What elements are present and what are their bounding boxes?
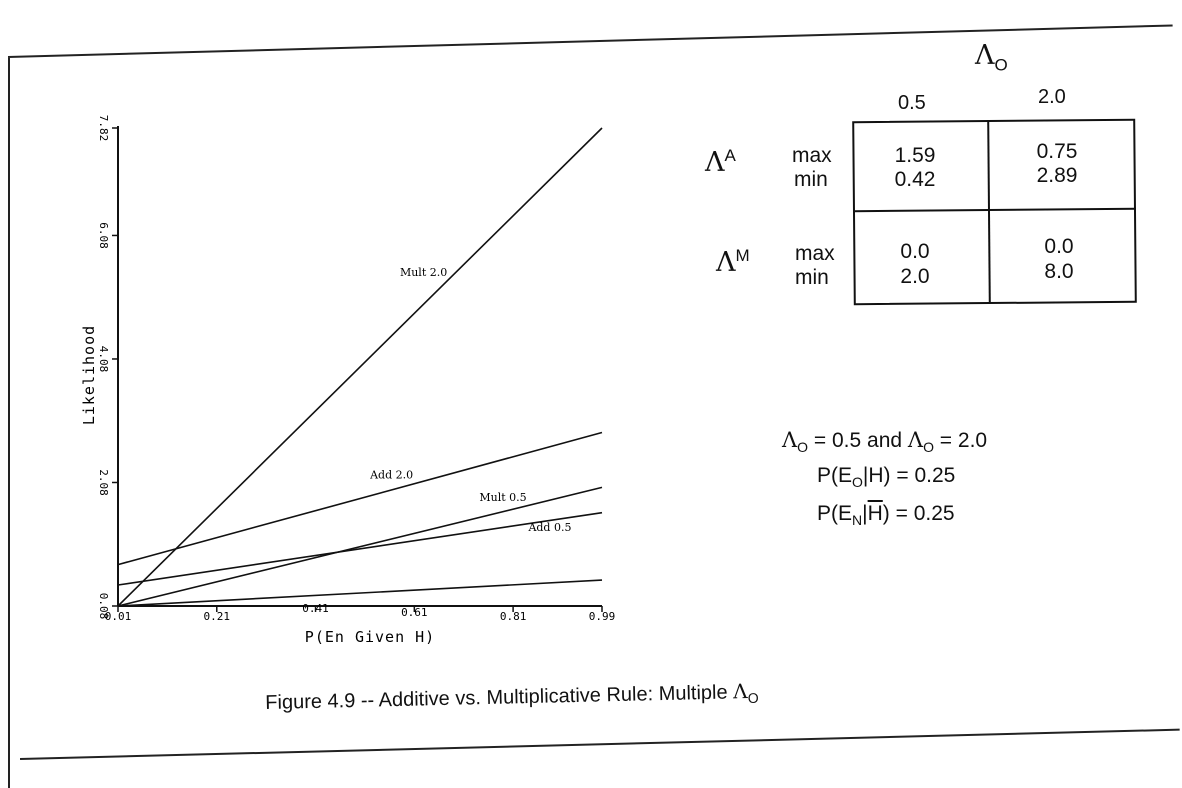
row-m-min-label: min xyxy=(795,266,829,289)
series-line xyxy=(117,127,603,607)
cell-m-0.5-max: 0.0 xyxy=(900,240,930,263)
table-top-header: ΛO xyxy=(975,40,1008,75)
cell-m-0.5-min: 2.0 xyxy=(900,265,930,288)
y-axis-title: Likelihood xyxy=(80,325,98,425)
y-tick-label: 4.08 xyxy=(97,346,110,373)
series-line xyxy=(117,486,603,607)
row-a-max-label: max xyxy=(792,144,832,167)
note-p-en-not-h: P(EN|H) = 0.25 xyxy=(817,502,955,529)
cell-a-0.5-max: 1.59 xyxy=(894,144,936,167)
y-tick-label: 0.08 xyxy=(97,593,110,620)
x-axis-title: P(En Given H) xyxy=(305,628,435,646)
lambda-a-symbol: ΛA xyxy=(705,146,736,178)
col-header-2.0: 2.0 xyxy=(1038,86,1066,108)
cell-a-2.0-min: 2.89 xyxy=(1036,164,1078,187)
x-tick-label: 0.01 xyxy=(105,610,132,623)
note-p-eo-h: P(EO|H) = 0.25 xyxy=(817,464,956,491)
y-tick-label: 2.08 xyxy=(97,469,110,496)
chart-axes: 0.01 0.21 0.41 0.61 0.81 0.99 0.08 2.08 4.08 6.08… xyxy=(80,115,615,646)
series-label: Add 2.0 xyxy=(369,469,413,482)
y-tick-label: 7.82 xyxy=(97,115,110,142)
cell-m-2.0-min: 8.0 xyxy=(1044,260,1074,283)
note-lambda-values: ΛO = 0.5 and ΛO = 2.0 xyxy=(782,428,988,456)
x-tick-label: 0.61 xyxy=(401,606,428,619)
series-label: Mult 0.5 xyxy=(479,491,526,504)
series-line xyxy=(117,511,603,586)
cell-a-2.0-max: 0.75 xyxy=(1036,140,1078,163)
x-tick-label: 0.21 xyxy=(204,610,231,623)
x-tick-label: 0.81 xyxy=(500,610,527,623)
series-label: Add 0.5 xyxy=(527,521,571,534)
x-tick-label: 0.99 xyxy=(589,610,616,623)
y-tick-label: 6.08 xyxy=(97,222,110,249)
series-line xyxy=(117,579,603,607)
frame-left-border xyxy=(8,58,10,788)
cell-a-0.5-min: 0.42 xyxy=(894,168,936,191)
row-a-min-label: min xyxy=(794,168,828,191)
row-m-max-label: max xyxy=(795,242,835,265)
col-header-0.5: 0.5 xyxy=(898,92,926,114)
series-label: Mult 2.0 xyxy=(400,266,447,279)
x-tick-label: 0.41 xyxy=(302,602,329,615)
chart-series xyxy=(117,127,603,607)
lambda-m-symbol: ΛM xyxy=(716,246,750,278)
cell-m-2.0-max: 0.0 xyxy=(1044,235,1074,258)
series-line xyxy=(117,431,603,566)
chart-labels: Mult 2.0 Add 2.0 Mult 0.5 Add 0.5 xyxy=(369,266,571,534)
